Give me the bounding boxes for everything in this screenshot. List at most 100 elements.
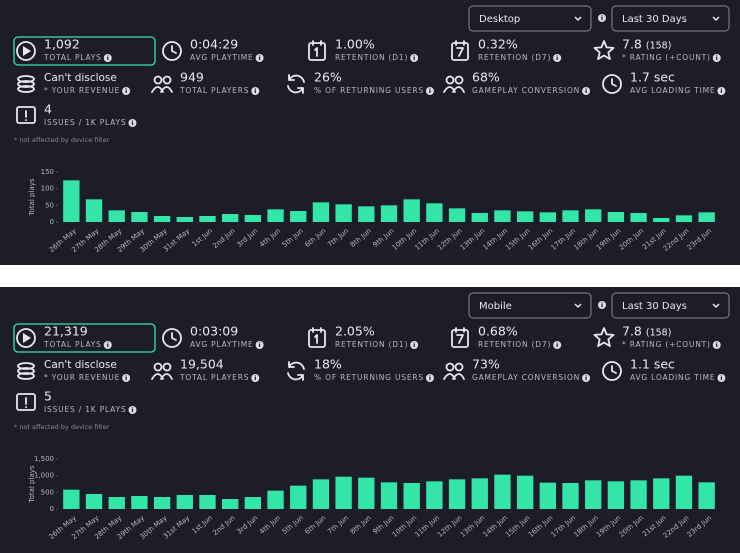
info-icon-dot [720, 375, 722, 377]
bar [653, 478, 670, 509]
icon-calendar [451, 329, 469, 348]
metric-label: ISSUES / 1K PLAYS [44, 118, 126, 127]
bar [312, 479, 330, 509]
info-icon-glyph [254, 90, 256, 93]
info-icon-dot [107, 342, 109, 344]
icon-cal7 [455, 327, 465, 333]
metric-label: TOTAL PLAYS [43, 53, 102, 62]
metric-value: 18% [314, 357, 342, 372]
info-icon-dot [107, 55, 109, 57]
info-icon-glyph [107, 57, 109, 60]
bar [448, 479, 466, 509]
icon-calendar [308, 329, 326, 348]
info-icon-dot [258, 55, 261, 57]
icon-star [593, 327, 615, 347]
info-icon-glyph [125, 377, 127, 380]
metric-label: AVG LOADING TIME [630, 373, 715, 382]
info-icon-dot [429, 88, 431, 90]
icon-refresh [287, 74, 305, 94]
metric-value: Can't disclose [44, 72, 117, 84]
device-dropdown-chevron [574, 303, 582, 309]
metric-label: * RATING (+COUNT) [622, 53, 711, 62]
icon-coins [17, 80, 35, 88]
metric-label: * YOUR REVENUE [44, 373, 120, 382]
icon-coins [17, 372, 35, 380]
device-dropdown[interactable]: Mobile [468, 292, 592, 319]
info-icon-glyph [601, 17, 603, 20]
metric-value: 1,092 [44, 37, 80, 52]
info-icon-glyph [556, 344, 558, 347]
info-icon-glyph [125, 90, 127, 93]
period-dropdown-text: Last 30 Days [622, 301, 687, 312]
device-dropdown-chevron [574, 16, 582, 22]
bar [653, 218, 670, 222]
y-tick-label: 150 [41, 168, 54, 176]
bar [244, 215, 262, 222]
info-icon-dot [413, 55, 415, 57]
icon-clock [611, 365, 617, 374]
period-dropdown-text: Last 30 Days [622, 14, 687, 25]
bar [607, 212, 625, 222]
icon-clock [162, 41, 182, 61]
bar [380, 205, 398, 222]
bar [131, 212, 148, 222]
period-dropdown[interactable]: Last 30 Days [611, 292, 730, 319]
bar [562, 210, 579, 222]
bar [448, 208, 466, 222]
metric-label: * RATING (+COUNT) [622, 340, 711, 349]
info-icon-glyph [720, 90, 722, 93]
metric-value: 4 [44, 102, 52, 117]
info-icon-glyph [601, 304, 603, 307]
metric-value: 1.7 sec [630, 70, 675, 85]
device-dropdown[interactable]: Desktop [468, 5, 592, 32]
metric-value: Can't disclose [44, 359, 117, 371]
info-icon-glyph [556, 57, 558, 60]
bar [585, 209, 602, 222]
info-icon-dot [413, 342, 415, 344]
icon-issue [16, 106, 36, 124]
bar [516, 211, 534, 222]
period-dropdown[interactable]: Last 30 Days [611, 5, 730, 32]
bar [63, 489, 80, 509]
icon-clock [602, 361, 622, 381]
y-axis-label: Total plays [28, 178, 36, 216]
icon-cal1 [312, 327, 322, 333]
metric-value: 19,504 [180, 357, 224, 372]
metric-value: 26% [314, 70, 342, 85]
info-icon-glyph [107, 344, 109, 347]
icon-coins [17, 75, 35, 83]
device-dropdown-text: Desktop [479, 14, 520, 25]
metric-label: ISSUES / 1K PLAYS [44, 405, 126, 414]
bar [494, 474, 511, 509]
filter-note: * not affected by device filter [14, 423, 110, 431]
metric-label: GAMEPLAY CONVERSION [472, 86, 580, 95]
info-icon-glyph [413, 344, 415, 347]
metric-label: TOTAL PLAYS [43, 340, 102, 349]
icon-clock [602, 74, 622, 94]
metric-value: 1.1 sec [630, 357, 675, 372]
bar [312, 202, 330, 222]
metric-highlight [13, 323, 156, 353]
metric-label: RETENTION (D7) [478, 53, 551, 62]
bar [290, 485, 307, 509]
icon-play-triangle [23, 46, 31, 56]
bar [426, 203, 443, 222]
icon-people [162, 362, 172, 372]
device-dropdown-box [468, 292, 592, 319]
bar [380, 482, 398, 509]
icon-people [151, 373, 173, 380]
bar [426, 481, 443, 509]
bar [199, 495, 216, 509]
bar [335, 204, 352, 222]
info-icon-dot [601, 302, 603, 304]
bar [85, 494, 103, 509]
info-icon-glyph [131, 409, 134, 412]
metric-label: RETENTION (D7) [478, 340, 551, 349]
icon-people [162, 75, 172, 85]
bar [176, 495, 193, 509]
metric-label: AVG PLAYTIME [190, 340, 254, 349]
info-icon-glyph [429, 90, 431, 93]
metric-label: % OF RETURNING USERS [314, 86, 424, 95]
bar [222, 214, 239, 222]
